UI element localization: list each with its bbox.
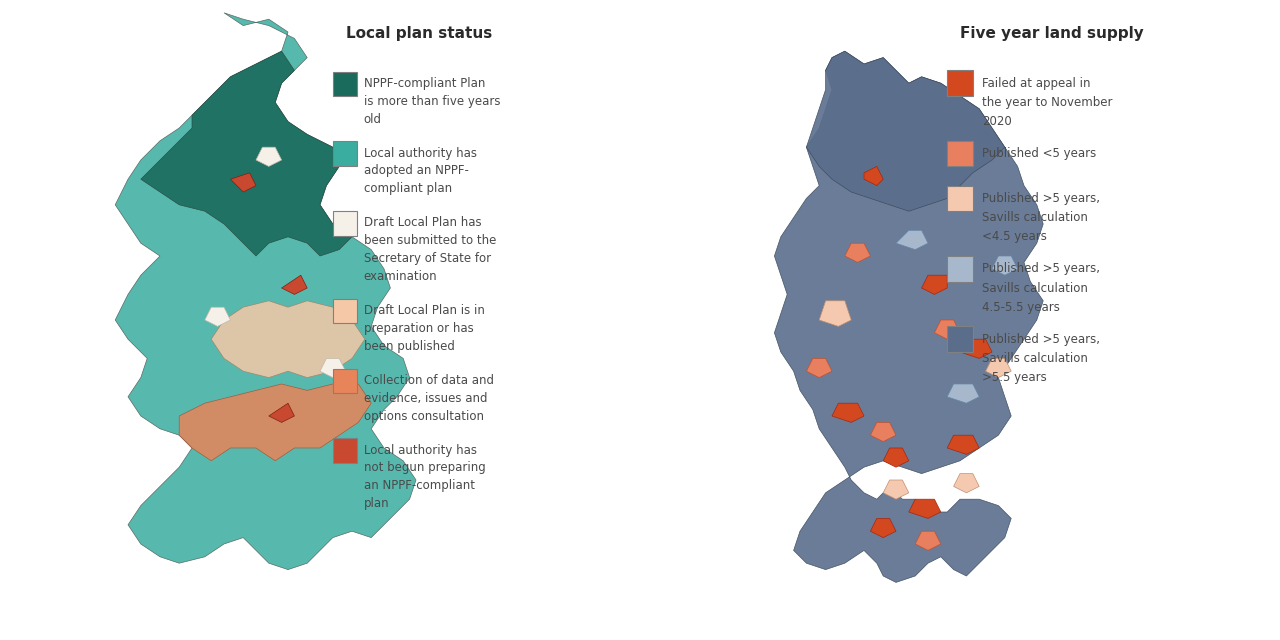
Text: NPPF-compliant Plan: NPPF-compliant Plan <box>364 77 485 90</box>
Polygon shape <box>179 384 371 461</box>
Polygon shape <box>954 474 979 493</box>
Text: is more than five years: is more than five years <box>364 95 500 108</box>
Polygon shape <box>909 499 941 518</box>
Polygon shape <box>870 518 896 538</box>
Polygon shape <box>864 166 883 186</box>
Polygon shape <box>832 403 864 422</box>
Text: Secretary of State for: Secretary of State for <box>364 252 490 265</box>
Polygon shape <box>992 256 1018 275</box>
Polygon shape <box>211 301 365 378</box>
Text: compliant plan: compliant plan <box>364 182 452 195</box>
Text: evidence, issues and: evidence, issues and <box>364 392 486 404</box>
FancyBboxPatch shape <box>947 256 973 282</box>
Text: examination: examination <box>364 270 438 283</box>
Polygon shape <box>115 13 416 570</box>
Text: Published <5 years: Published <5 years <box>983 147 1097 160</box>
Polygon shape <box>883 480 909 499</box>
Polygon shape <box>230 173 256 192</box>
Text: old: old <box>364 113 381 125</box>
FancyBboxPatch shape <box>947 326 973 352</box>
FancyBboxPatch shape <box>333 369 357 393</box>
Text: not begun preparing: not begun preparing <box>364 461 485 474</box>
Polygon shape <box>845 243 870 262</box>
Text: Savills calculation: Savills calculation <box>983 352 1088 365</box>
Polygon shape <box>947 435 979 454</box>
Text: <4.5 years: <4.5 years <box>983 230 1047 243</box>
Text: been published: been published <box>364 340 454 353</box>
Polygon shape <box>883 448 909 467</box>
FancyBboxPatch shape <box>333 438 357 463</box>
Polygon shape <box>915 531 941 550</box>
Text: 4.5-5.5 years: 4.5-5.5 years <box>983 301 1060 314</box>
Text: options consultation: options consultation <box>364 410 484 422</box>
Text: >5.5 years: >5.5 years <box>983 371 1047 384</box>
Text: 2020: 2020 <box>983 115 1012 128</box>
FancyBboxPatch shape <box>333 211 357 236</box>
FancyBboxPatch shape <box>333 299 357 323</box>
Text: Local plan status: Local plan status <box>346 26 492 40</box>
Polygon shape <box>960 339 992 358</box>
Polygon shape <box>774 51 1043 582</box>
FancyBboxPatch shape <box>947 141 973 166</box>
Polygon shape <box>256 147 282 166</box>
Text: Five year land supply: Five year land supply <box>960 26 1144 40</box>
Polygon shape <box>806 51 1005 211</box>
FancyBboxPatch shape <box>333 72 357 96</box>
Polygon shape <box>806 358 832 378</box>
Polygon shape <box>269 403 294 422</box>
Text: the year to November: the year to November <box>983 96 1112 109</box>
Text: adopted an NPPF-: adopted an NPPF- <box>364 164 468 177</box>
Text: Published >5 years,: Published >5 years, <box>983 262 1101 275</box>
Text: an NPPF-compliant: an NPPF-compliant <box>364 479 475 492</box>
Text: Draft Local Plan has: Draft Local Plan has <box>364 216 481 229</box>
Polygon shape <box>282 275 307 294</box>
Polygon shape <box>819 301 851 326</box>
Polygon shape <box>986 358 1011 378</box>
Text: Draft Local Plan is in: Draft Local Plan is in <box>364 304 484 317</box>
Text: Local authority has: Local authority has <box>364 444 476 456</box>
Polygon shape <box>947 384 979 403</box>
Text: Failed at appeal in: Failed at appeal in <box>983 77 1091 90</box>
Text: Local authority has: Local authority has <box>364 147 476 159</box>
Polygon shape <box>320 358 346 378</box>
FancyBboxPatch shape <box>947 186 973 211</box>
Text: preparation or has: preparation or has <box>364 322 474 335</box>
Text: been submitted to the: been submitted to the <box>364 234 495 247</box>
Polygon shape <box>896 230 928 250</box>
Polygon shape <box>922 275 947 294</box>
Polygon shape <box>870 422 896 442</box>
FancyBboxPatch shape <box>947 70 973 96</box>
Text: Published >5 years,: Published >5 years, <box>983 192 1101 205</box>
Polygon shape <box>141 51 352 256</box>
Text: Savills calculation: Savills calculation <box>983 211 1088 224</box>
FancyBboxPatch shape <box>333 141 357 166</box>
Text: Collection of data and: Collection of data and <box>364 374 494 387</box>
Text: Savills calculation: Savills calculation <box>983 282 1088 294</box>
Polygon shape <box>934 320 960 339</box>
Polygon shape <box>205 307 230 326</box>
Text: Published >5 years,: Published >5 years, <box>983 333 1101 346</box>
Text: plan: plan <box>364 497 389 510</box>
